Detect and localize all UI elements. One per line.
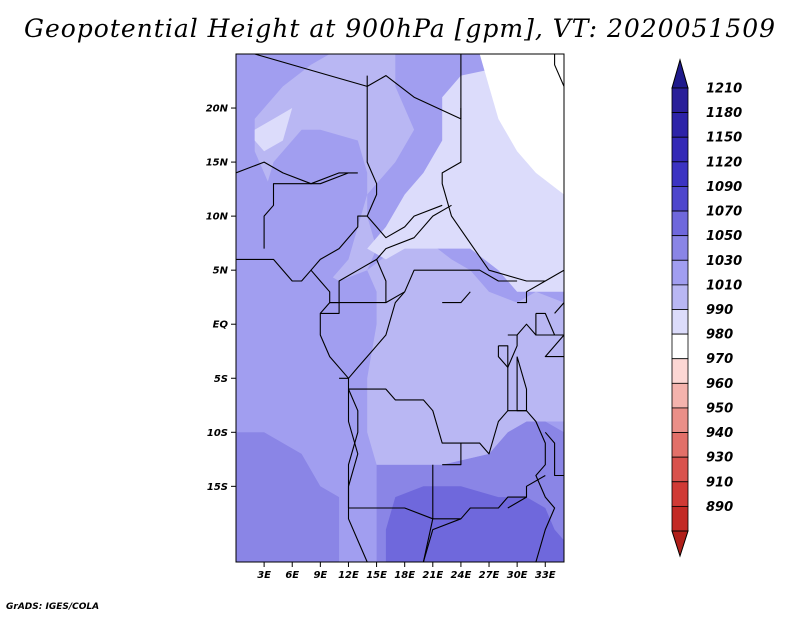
colorbar-swatch [671,456,689,483]
country-border [517,280,546,304]
lat-tick-label: 15N [206,158,229,169]
lon-tick-label: 30E [507,570,528,581]
colorbar-label: 1210 [706,82,742,97]
country-border [376,259,518,304]
colorbar-label: 970 [706,352,733,367]
map-panel [235,53,565,563]
lat-tick-label: 10S [207,428,228,439]
coastline [236,258,368,562]
lat-tick-label: 20N [206,104,229,115]
country-border [263,172,349,249]
country-border [554,302,564,314]
country-border [507,323,564,336]
coastline [544,334,564,358]
country-border [441,108,564,282]
colorbar-swatch [671,136,689,163]
colorbar-swatch [671,210,689,237]
country-border [348,388,509,455]
country-border [339,291,406,379]
lon-tick-label: 3E [257,570,271,581]
colorbar-swatch [671,112,689,138]
colorbar-label: 1180 [706,106,742,121]
country-border [320,302,340,314]
grads-credit: GrADS: IGES/COLA [6,602,100,612]
field-region-1030 [367,237,564,465]
lat-tick-label: EQ [213,320,229,331]
colorbar-swatch [671,481,689,507]
lon-tick-label: 33E [535,570,556,581]
country-border [507,475,546,509]
field-region-990 [479,54,564,195]
colorbar-label: 1030 [706,254,742,269]
field-region-1070 [236,432,340,562]
lon-tick-label: 21E [422,570,443,581]
country-border [236,161,358,185]
lat-tick-label: 5S [214,374,228,385]
colorbar-label: 1120 [706,155,742,170]
colorbar-label: 930 [706,451,733,466]
colorbar-label: 1150 [706,131,742,146]
colorbar-label: 940 [706,426,733,441]
colorbar-label: 1090 [706,180,742,195]
lon-tick-label: 6E [285,570,299,581]
colorbar-label: 980 [706,328,733,343]
field-region-1010 [254,108,293,152]
lat-tick-label: 5N [213,266,229,277]
colorbar-swatch [671,284,689,310]
colorbar-swatch [671,382,689,409]
field-region-1090 [385,486,564,562]
colorbar-bottom-cap [671,530,689,558]
colorbar-label: 960 [706,377,733,392]
country-border [507,335,556,562]
colorbar-swatch [671,259,689,286]
colorbar: 1210 1180 1150 1120 1090 1070 1050 1030 1010 990 9… [671,58,742,558]
lon-tick-label: 27E [479,570,500,581]
colorbar-swatch [671,407,689,433]
colorbar-label: 1050 [706,229,742,244]
chart-title: Geopotential Height at 900hPa [gpm], VT:… [23,14,777,43]
lon-tick-label: 15E [366,570,387,581]
country-border [422,518,462,562]
colorbar-label: 950 [706,401,733,416]
lon-tick-label: 18E [394,570,415,581]
coastline [544,431,564,477]
lon-tick-label: 12E [338,570,359,581]
colorbar-label: 1070 [706,205,742,220]
colorbar-swatch [671,87,689,114]
coastline [442,291,471,304]
lat-tick-label: 15S [207,482,228,493]
lon-tick-label: 24E [451,570,472,581]
colorbar-label: 990 [706,303,733,318]
colorbar-swatch [671,333,689,360]
colorbar-swatch [671,186,689,212]
lat-tick-label: 10N [206,212,229,223]
colorbar-top-cap [671,58,689,89]
colorbar-swatch [671,309,689,335]
colorbar-swatch [671,161,689,187]
colorbar-swatch [671,358,689,384]
colorbar-label: 890 [706,500,733,515]
country-border [310,215,368,271]
country-border [442,443,462,466]
country-border [348,496,527,520]
coastline [554,54,564,87]
colorbar-swatch [671,505,689,532]
colorbar-swatch [671,235,689,261]
country-border [347,389,359,508]
map-axes: 20N 15N 10N 5N EQ 5S 10S 15S 3E 6E 9E 12E 15E 18E 21E 2… [206,104,556,581]
country-border [422,464,434,562]
map-frame [235,53,565,563]
colorbar-label: 910 [706,475,733,490]
colorbar-label: 1010 [706,278,742,293]
lon-tick-label: 9E [313,570,327,581]
colorbar-swatch [671,432,689,458]
